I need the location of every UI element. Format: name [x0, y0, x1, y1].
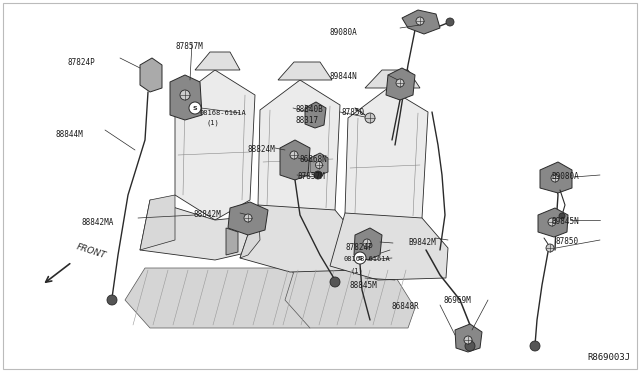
Circle shape [330, 277, 340, 287]
Text: 89080A: 89080A [330, 28, 358, 37]
Circle shape [244, 214, 252, 222]
Polygon shape [285, 268, 415, 328]
Text: 88317: 88317 [296, 116, 319, 125]
Polygon shape [140, 195, 175, 250]
Circle shape [189, 102, 201, 114]
Polygon shape [175, 70, 255, 220]
Polygon shape [140, 200, 280, 260]
Text: 89845N: 89845N [551, 217, 579, 226]
Polygon shape [402, 10, 440, 34]
Text: S: S [358, 256, 362, 260]
Circle shape [365, 113, 375, 123]
Text: 89844N: 89844N [330, 72, 358, 81]
Text: 88844M: 88844M [55, 130, 83, 139]
Polygon shape [140, 58, 162, 92]
Polygon shape [258, 80, 340, 230]
Text: 87857M: 87857M [298, 172, 326, 181]
Polygon shape [228, 202, 268, 235]
Text: 86848R: 86848R [392, 302, 420, 311]
Text: B9842M: B9842M [408, 238, 436, 247]
Circle shape [446, 18, 454, 26]
Circle shape [551, 174, 559, 182]
Circle shape [416, 17, 424, 25]
Circle shape [316, 161, 323, 169]
Text: 87850: 87850 [342, 108, 365, 117]
Polygon shape [280, 140, 310, 180]
Text: S: S [193, 106, 197, 110]
Text: (1): (1) [350, 267, 363, 273]
Polygon shape [330, 213, 448, 280]
Polygon shape [240, 205, 260, 258]
Circle shape [290, 151, 298, 159]
Text: (1): (1) [207, 120, 220, 126]
Polygon shape [455, 324, 482, 352]
Text: 88842M: 88842M [193, 210, 221, 219]
Polygon shape [305, 102, 326, 128]
Text: 86969M: 86969M [444, 296, 472, 305]
Circle shape [107, 295, 117, 305]
Polygon shape [125, 268, 315, 328]
Text: B9080A: B9080A [551, 172, 579, 181]
Text: FRONT: FRONT [75, 242, 107, 260]
Text: 08168-6161A: 08168-6161A [343, 256, 390, 262]
Polygon shape [365, 70, 420, 88]
Text: 08168-6161A: 08168-6161A [200, 110, 247, 116]
Circle shape [530, 341, 540, 351]
Text: R869003J: R869003J [587, 353, 630, 362]
Text: 87824P: 87824P [68, 58, 96, 67]
Circle shape [314, 171, 322, 179]
Polygon shape [345, 88, 428, 238]
Circle shape [464, 336, 472, 344]
Circle shape [559, 213, 565, 219]
Text: 88840B: 88840B [295, 105, 323, 114]
Polygon shape [195, 52, 240, 70]
Polygon shape [354, 228, 382, 260]
Text: 88842MA: 88842MA [82, 218, 115, 227]
Circle shape [396, 79, 404, 87]
Circle shape [354, 252, 366, 264]
Circle shape [465, 341, 475, 351]
Polygon shape [170, 75, 202, 120]
Circle shape [546, 244, 554, 252]
Polygon shape [226, 228, 238, 255]
Text: 88824M: 88824M [248, 145, 276, 154]
Text: 88845M: 88845M [350, 281, 378, 290]
Polygon shape [540, 162, 572, 193]
Circle shape [548, 218, 556, 226]
Polygon shape [278, 62, 332, 80]
Circle shape [363, 239, 371, 247]
Polygon shape [538, 208, 568, 237]
Text: 86868N: 86868N [300, 155, 328, 164]
Polygon shape [240, 205, 360, 272]
Polygon shape [310, 153, 328, 175]
Text: 87850: 87850 [556, 237, 579, 246]
Text: 87857M: 87857M [175, 42, 203, 51]
Circle shape [180, 90, 190, 100]
Polygon shape [386, 68, 415, 100]
Text: 87824P: 87824P [345, 243, 372, 252]
